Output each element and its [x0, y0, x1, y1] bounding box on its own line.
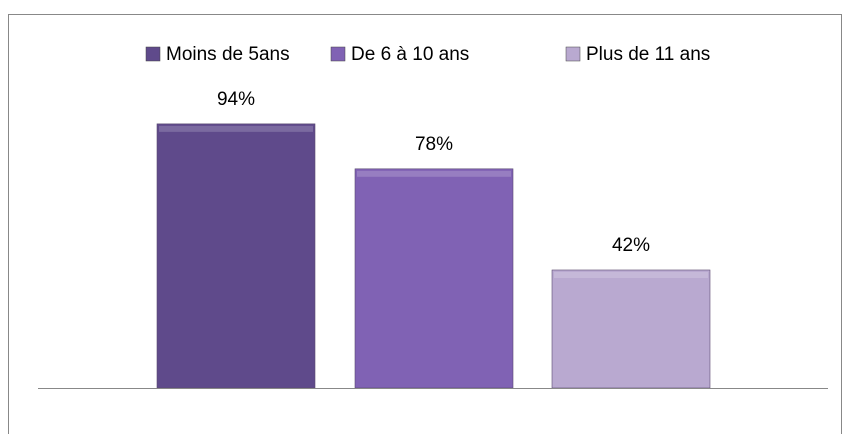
bar	[551, 269, 711, 389]
bar-shine	[357, 170, 511, 177]
bar-shine	[554, 271, 708, 278]
legend-swatch	[565, 46, 581, 62]
data-label: 78%	[415, 134, 453, 155]
legend-label: Plus de 11 ans	[586, 44, 710, 65]
legend-label: De 6 à 10 ans	[351, 44, 469, 65]
legend-swatch	[330, 46, 346, 62]
bar-shine	[159, 125, 313, 132]
data-label: 94%	[217, 89, 255, 110]
legend-label: Moins de 5ans	[166, 44, 290, 65]
bar	[354, 168, 514, 389]
bar	[156, 123, 316, 389]
legend-swatch	[145, 46, 161, 62]
data-label: 42%	[612, 235, 650, 256]
